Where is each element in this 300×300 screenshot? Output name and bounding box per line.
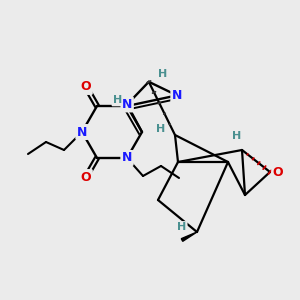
Text: O: O — [81, 80, 91, 94]
Polygon shape — [181, 232, 197, 241]
Text: H: H — [232, 131, 242, 141]
Text: N: N — [172, 89, 182, 102]
Text: H: H — [156, 124, 166, 134]
Text: O: O — [81, 170, 91, 184]
Text: H: H — [158, 69, 167, 79]
Text: O: O — [273, 166, 283, 178]
Text: H: H — [112, 95, 122, 105]
Text: H: H — [177, 222, 187, 232]
Text: N: N — [122, 152, 132, 164]
Text: N: N — [122, 98, 132, 111]
Text: N: N — [77, 125, 87, 139]
